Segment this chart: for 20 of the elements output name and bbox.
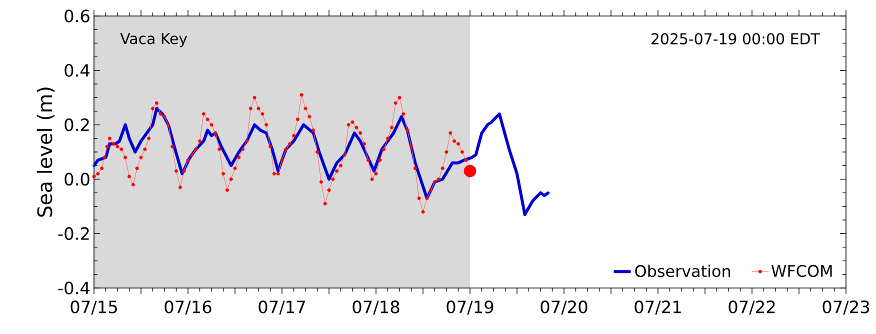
y-tick-label: -0.4 — [58, 282, 90, 294]
y-tick-label: 0.0 — [64, 172, 90, 186]
y-tick-label: 0.6 — [64, 10, 90, 22]
x-tick-label: 07/15 — [70, 300, 117, 315]
x-tick-label: 07/16 — [164, 300, 212, 315]
y-axis-title: Sea level (m) — [36, 88, 55, 217]
x-tick-label: 07/22 — [728, 300, 775, 315]
x-tick-label: 07/23 — [822, 300, 870, 315]
y-tick-label: -0.2 — [58, 227, 89, 240]
y-tick-label: 0.4 — [64, 64, 90, 77]
annotation: Vaca Key — [120, 33, 188, 48]
annotation: 2025-07-19 00:00 EDT — [652, 33, 820, 44]
x-tick-label: 07/21 — [634, 300, 681, 315]
y-tick-label: 0.2 — [64, 118, 89, 132]
x-tick-label: 07/19 — [446, 300, 494, 315]
x-tick-label: 07/18 — [352, 300, 400, 315]
x-tick-label: 07/17 — [258, 300, 305, 315]
legend-label: WFCOM — [771, 264, 832, 277]
legend-label: Observation — [635, 264, 730, 278]
x-tick-label: 07/20 — [540, 300, 588, 315]
